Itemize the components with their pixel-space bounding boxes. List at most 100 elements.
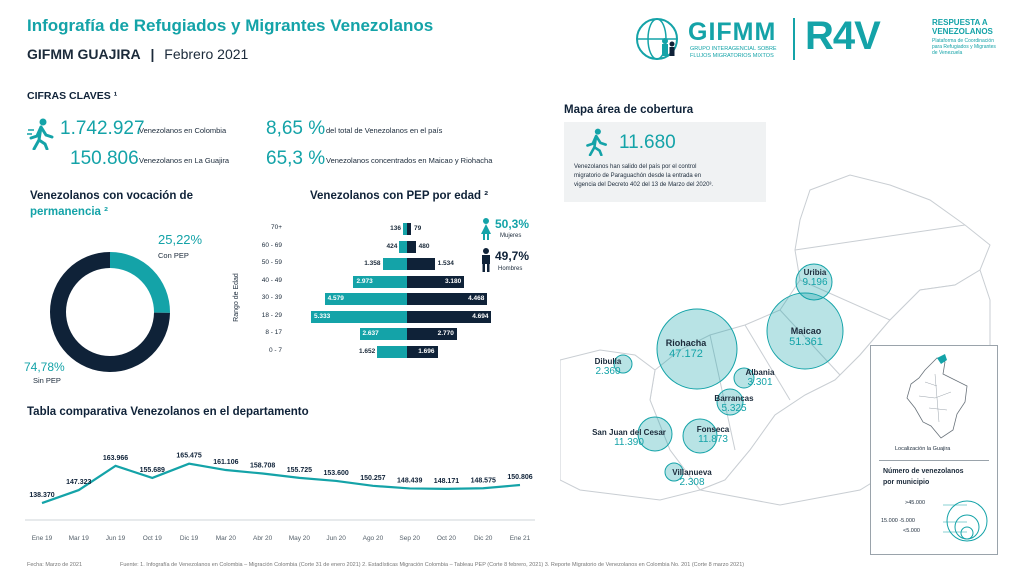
page-subtitle: GIFMM GUAJIRA | Febrero 2021 xyxy=(27,46,248,62)
gifmm-subtitle-1: GRUPO INTERAGENCIAL SOBRE xyxy=(690,46,777,52)
men-bar xyxy=(407,293,488,305)
men-bar xyxy=(407,328,457,340)
pct-maicao-label: Venezolanos concentrados en Maicao y Rio… xyxy=(326,156,493,165)
data-label: 150.806 xyxy=(507,474,532,481)
x-tick-label: Sep 20 xyxy=(399,535,420,542)
label-san-juan: San Juan del Cesar 11.390 xyxy=(592,428,666,448)
label-villanueva: Villanueva 2.308 xyxy=(672,468,712,488)
coverage-text-2: migratorio de Paraguachón desde la entra… xyxy=(574,173,702,179)
pct-total-value: 8,65 % xyxy=(266,118,326,139)
age-axis-label: Rango de Edad xyxy=(232,273,240,322)
bubble-san-juan xyxy=(637,416,673,452)
label-riohacha: Riohacha 47.172 xyxy=(665,338,707,360)
legend-circles xyxy=(943,500,988,542)
women-value-label: 1.652 xyxy=(358,347,376,355)
age-tick-label: 70+ xyxy=(270,224,282,231)
no-pep-pct: 74,78% xyxy=(24,360,65,374)
men-value-label: 1.696 xyxy=(418,347,435,355)
women-value-label: 424 xyxy=(386,242,398,250)
label-barrancas: Barrancas 5.325 xyxy=(714,394,754,414)
permanence-donut-chart xyxy=(50,252,170,372)
key-figures-title: CIFRAS CLAVES ¹ xyxy=(27,90,118,102)
age-tick-label: 50 - 59 xyxy=(261,259,282,266)
legend-title-2: por municipio xyxy=(883,479,930,486)
x-tick-label: Ene 21 xyxy=(510,535,531,542)
woman-icon xyxy=(481,218,491,240)
guajira-total-value: 150.806 xyxy=(70,148,139,169)
org-name: GIFMM GUAJIRA xyxy=(27,46,141,62)
data-label: 148.171 xyxy=(434,478,459,485)
women-bar xyxy=(324,293,407,305)
inset-caption: Localización la Guajira xyxy=(895,446,951,452)
r4v-wordmark: R4V xyxy=(805,14,881,58)
neighbor-region-left xyxy=(560,349,701,501)
data-label: 147.323 xyxy=(66,479,91,486)
r4v-sub-1: Plataforma de Coordinación xyxy=(932,38,994,44)
colombia-inset-map xyxy=(906,354,968,439)
men-pct: 49,7% xyxy=(495,249,530,263)
women-label: Mujeres xyxy=(500,233,522,239)
women-value-label: 2.637 xyxy=(362,330,379,337)
men-bar xyxy=(407,258,435,270)
legend-divider xyxy=(879,460,989,461)
pep-label: Con PEP xyxy=(158,251,189,260)
footer-sources: Fuente: 1. Infografía de Venezolanos en … xyxy=(120,562,745,568)
donut-segment-pep xyxy=(110,252,170,313)
men-bar xyxy=(407,240,416,253)
x-tick-label: May 20 xyxy=(289,535,311,542)
data-label: 161.106 xyxy=(213,459,238,466)
women-bar xyxy=(377,345,407,358)
coverage-title: Mapa área de cobertura xyxy=(564,104,694,116)
x-tick-label: Mar 19 xyxy=(69,535,90,542)
r4v-title-1: RESPUESTA A xyxy=(932,18,988,27)
x-tick-label: Dic 19 xyxy=(180,535,199,542)
x-tick-label: Oct 20 xyxy=(437,535,457,542)
data-label: 163.966 xyxy=(103,455,128,462)
map-inset-panel: Localización la Guajira Número de venezo… xyxy=(870,345,998,555)
women-bar xyxy=(382,258,407,270)
data-label: 150.257 xyxy=(360,475,385,482)
bubble-barrancas xyxy=(716,388,744,416)
bubble-uribia xyxy=(795,263,833,301)
men-value-label: 1.534 xyxy=(437,260,454,267)
men-value-label: 79 xyxy=(414,225,422,232)
legend-title-1: Número de venezolanos xyxy=(883,468,964,475)
walking-person-icon xyxy=(27,118,54,150)
guajira-total-label: Venezolanos en La Guajira xyxy=(139,156,230,165)
bubble-riohacha xyxy=(656,308,738,390)
r4v-title-2: VENEZOLANOS xyxy=(932,27,993,36)
women-bar xyxy=(311,310,407,323)
series-line xyxy=(41,462,521,505)
label-albania: Albania 3.301 xyxy=(745,368,775,388)
permanence-title-2: permanencia ² xyxy=(30,206,108,218)
coverage-text-3: vigencia del Decreto 402 del 13 de Marzo… xyxy=(574,182,714,188)
man-icon xyxy=(482,248,490,272)
label-uribia: Uribia 9.196 xyxy=(802,268,828,288)
men-value-label: 4.694 xyxy=(472,312,489,320)
x-tick-label: Mar 20 xyxy=(216,535,237,542)
women-value-label: 136 xyxy=(390,225,401,232)
x-tick-label: Jun 19 xyxy=(106,535,126,542)
men-value-label: 3.180 xyxy=(444,277,462,285)
pep-age-title: Venezolanos con PEP por edad ² xyxy=(310,190,489,202)
men-label: Hombres xyxy=(498,266,523,272)
data-label: 148.575 xyxy=(471,477,496,484)
data-label: 158.708 xyxy=(250,463,275,470)
no-pep-label: Sin PEP xyxy=(33,376,61,385)
women-pct: 50,3% xyxy=(495,217,530,231)
label-maicao: Maicao 51.361 xyxy=(789,326,823,348)
women-value-label: 4.579 xyxy=(327,295,344,302)
bubble-dibulla xyxy=(613,354,633,374)
colombia-total-value: 1.742.927 xyxy=(60,118,145,139)
coverage-box: 11.680 Venezolanos han salido del país p… xyxy=(564,122,766,202)
age-tick-label: 0 - 7 xyxy=(268,346,282,354)
colombia-total-label: Venezolanos en Colombia xyxy=(139,126,227,135)
women-value-label: 2.973 xyxy=(356,277,373,285)
data-label: 155.725 xyxy=(287,467,312,474)
coverage-text-1: Venezolanos han salido del país por el c… xyxy=(574,164,697,170)
pct-total-label: del total de Venezolanos en el país xyxy=(326,126,443,135)
data-label: 165.475 xyxy=(176,453,201,460)
age-tick-label: 30 - 39 xyxy=(261,294,282,301)
legend-level-2: 15.000 -5.000 xyxy=(881,518,915,524)
women-bar xyxy=(403,223,407,235)
